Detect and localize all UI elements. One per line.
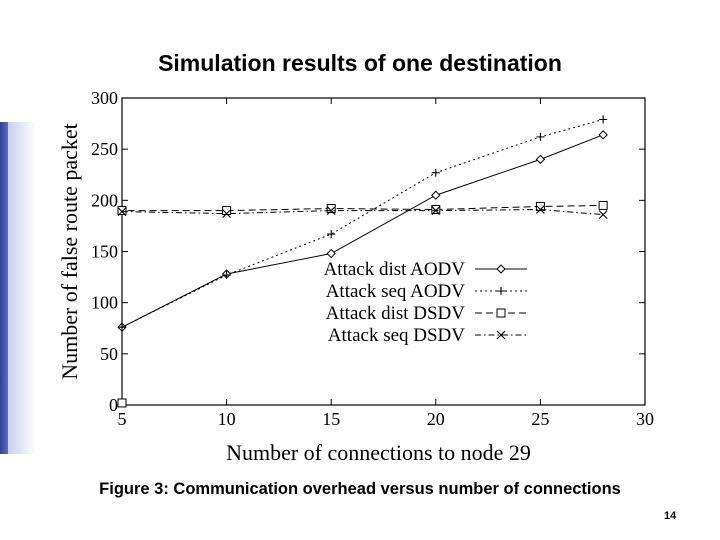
data-point bbox=[326, 206, 336, 215]
data-point bbox=[222, 209, 231, 219]
line-chart: 0 50 100 150 200 250 300 5 10 15 20 25 30 Number of c… bbox=[57, 88, 654, 465]
series-line bbox=[121, 134, 604, 328]
plot-frame bbox=[121, 97, 646, 406]
data-point bbox=[326, 204, 336, 214]
data-point bbox=[431, 168, 440, 177]
slide-accent-bar bbox=[0, 122, 8, 454]
x-tick-label: 25 bbox=[531, 409, 549, 429]
data-point bbox=[599, 115, 608, 124]
y-tick-label: 150 bbox=[91, 242, 118, 262]
series-4 bbox=[117, 205, 608, 220]
data-point bbox=[326, 248, 336, 259]
y-tick-label: 200 bbox=[91, 190, 118, 210]
data-point bbox=[117, 206, 127, 216]
data-point bbox=[535, 154, 546, 165]
legend-marker bbox=[496, 308, 506, 318]
slide-accent-gradient bbox=[8, 122, 36, 454]
data-point bbox=[535, 201, 545, 211]
series-3 bbox=[117, 200, 608, 408]
data-point bbox=[222, 271, 231, 280]
data-point bbox=[598, 200, 608, 210]
series-line bbox=[121, 209, 604, 216]
legend-label: Attack seq AODV bbox=[326, 281, 466, 302]
y-tick-label: 250 bbox=[91, 139, 118, 159]
legend-marker bbox=[497, 287, 505, 295]
data-point bbox=[431, 205, 441, 215]
y-tick-label: 50 bbox=[100, 344, 118, 364]
x-tick-label: 10 bbox=[218, 409, 236, 429]
data-point bbox=[598, 210, 608, 220]
y-tick-label: 300 bbox=[91, 88, 118, 108]
x-tick-label: 30 bbox=[636, 409, 654, 429]
y-axis-label: Number of false route packet bbox=[57, 123, 82, 380]
data-point bbox=[431, 206, 441, 215]
legend-marker bbox=[496, 330, 506, 340]
data-point bbox=[117, 398, 127, 408]
data-point bbox=[598, 130, 608, 140]
x-tick-label: 5 bbox=[118, 409, 127, 429]
data-point bbox=[117, 207, 127, 216]
data-point bbox=[431, 190, 441, 200]
y-tick-label: 100 bbox=[91, 293, 118, 313]
figure-caption: Figure 3: Communication overhead versus … bbox=[99, 480, 621, 498]
series-line bbox=[121, 119, 604, 328]
data-point bbox=[222, 206, 232, 216]
x-tick-label: 20 bbox=[427, 409, 445, 429]
page-number: 14 bbox=[664, 510, 677, 522]
legend-label: Attack dist DSDV bbox=[326, 303, 466, 324]
legend-marker bbox=[496, 264, 506, 274]
y-tick-label: 0 bbox=[109, 395, 118, 415]
x-tick-label: 15 bbox=[322, 409, 340, 429]
legend-label: Attack seq DSDV bbox=[328, 325, 465, 346]
slide-title: Simulation results of one destination bbox=[158, 50, 562, 76]
data-point bbox=[536, 132, 545, 141]
data-point bbox=[327, 230, 336, 239]
data-point bbox=[536, 205, 545, 214]
legend-label: Attack dist AODV bbox=[324, 259, 466, 280]
x-axis-label: Number of connections to node 29 bbox=[226, 440, 531, 465]
